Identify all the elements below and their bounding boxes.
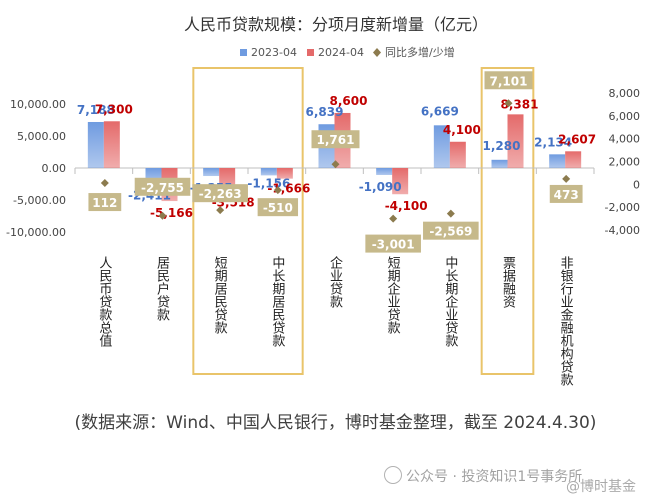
bar-2024 [392,168,409,195]
left-tick-label: -10,000.00 [6,226,66,239]
diff-label: 1,761 [317,133,355,147]
bar-label-2024: -5,166 [150,206,193,220]
bar-2023 [203,168,220,177]
chart-title: 人民币贷款规模：分项月度新增量（亿元） [184,15,488,34]
source-note: (数据来源：Wind、中国人民银行，博时基金整理，截至 2024.4.30) [74,413,597,433]
left-tick-label: 0.00 [42,162,67,175]
highlight-box [480,67,535,375]
watermark-text: 公众号 · 投资知识1号事务所 [406,469,583,485]
watermark-secondary: @博时基金 [566,479,636,495]
category-labels: 人民币贷款总值 居民户贷款 短期居民贷款 中长期居民贷款 企业贷款 短期企业贷款 中长期企业… [96,255,573,386]
diff-label: -2,569 [429,225,472,239]
right-tick-label: 0 [633,178,640,191]
legend: 2023-04 2024-04 同比多增/少增 [240,45,455,59]
diff-marker [562,174,571,183]
diff-marker [273,186,282,195]
bar-label-2024: 4,100 [443,123,481,137]
diff-marker [389,214,398,223]
legend-swatch-2024 [307,49,314,56]
bar-label-2023: -1,090 [359,180,402,194]
diff-label: -2,263 [199,187,242,201]
category-label: 中长期居民贷款 [269,256,285,347]
diff-markers: 112 -2,755 -2,263 -510 1,761 -3,001 -2,569 7,10… [88,71,583,253]
diff-label-bg [311,130,360,149]
bar-label-2024: 8,600 [330,94,368,108]
category-label: 企业贷款 [327,255,343,308]
bar-label-2024: -1,666 [267,182,310,196]
category-label: 中长期企业贷款 [442,256,458,347]
diff-label-bg [134,177,191,196]
right-tick-label: 8,000 [609,87,641,100]
diff-label: 112 [92,196,117,210]
left-axis: 10,000.00 5,000.00 0.00 -5,000.00 -10,000.00 [6,98,66,239]
bar-2023 [491,159,508,168]
category-label: 人民币贷款总值 [96,256,112,348]
diff-label-bg [423,221,479,240]
diff-label-bg [484,71,533,90]
diff-label: 7,101 [490,74,528,88]
category-label: 短期居民贷款 [212,256,228,334]
bar-label-2023: 6,839 [306,105,344,119]
diff-label-bg [365,234,421,253]
bar-2024 [449,141,466,168]
diff-label: 473 [554,188,579,202]
right-tick-label: 4,000 [609,133,641,146]
category-label: 非银行业金融机构贷款 [558,256,574,386]
diff-label: -2,755 [141,181,184,195]
diff-label-bg [549,184,583,203]
legend-swatch-2023 [240,49,247,56]
right-tick-label: -4,000 [605,224,640,237]
bar-2024 [276,168,293,179]
bars [87,112,582,202]
bar-2023 [376,168,393,175]
diff-marker [331,160,340,169]
bar-label-2023: 2,134 [534,135,572,149]
bar-label-2024: 2,607 [558,132,596,146]
left-tick-label: 10,000.00 [10,98,66,111]
diff-label: -3,001 [372,238,415,252]
bar-label-2023: 6,669 [421,104,459,118]
bar-label-2023: 7,188 [77,103,115,117]
right-axis: 8,000 6,000 4,000 2,000 0 -2,000 -4,000 [605,87,640,237]
highlight-boxes [192,67,535,375]
bar-label-2023: 1,280 [483,139,521,153]
right-tick-label: -2,000 [605,201,640,214]
category-label: 居民户贷款 [154,256,170,321]
bar-label-2024: -4,100 [385,199,428,213]
legend-label-diff: 同比多增/少增 [385,45,455,59]
diff-label-bg [88,193,122,212]
left-tick-label: 5,000.00 [17,130,66,143]
diff-marker [158,211,167,220]
bar-2024 [507,114,524,168]
bar-2024 [565,151,582,168]
bar-2024 [103,121,120,168]
bar-2023 [87,121,104,168]
legend-label-2023: 2023-04 [251,46,297,59]
diff-marker [504,99,513,108]
bar-2023 [260,168,277,176]
watermark: 公众号 · 投资知识1号事务所 [384,466,582,486]
diff-marker [446,209,455,218]
wechat-icon [384,466,402,484]
right-tick-label: 2,000 [609,156,641,169]
bar-2023 [433,125,450,168]
diff-marker [216,206,225,215]
diff-marker [100,179,109,188]
highlight-box [192,67,304,375]
right-tick-label: 6,000 [609,110,641,123]
diff-label-bg [192,184,248,203]
legend-label-2024: 2024-04 [318,46,364,59]
category-label: 票据融资 [500,256,516,308]
left-tick-label: -5,000.00 [13,194,66,207]
legend-diamond-icon [373,48,381,57]
bar-label-2024: 7,300 [95,102,133,116]
diff-label-bg [257,198,299,217]
bar-label-2023: -1,156 [247,176,290,190]
bar-2023 [549,154,566,168]
category-label: 短期企业贷款 [385,256,401,334]
diff-label: -510 [263,201,293,215]
